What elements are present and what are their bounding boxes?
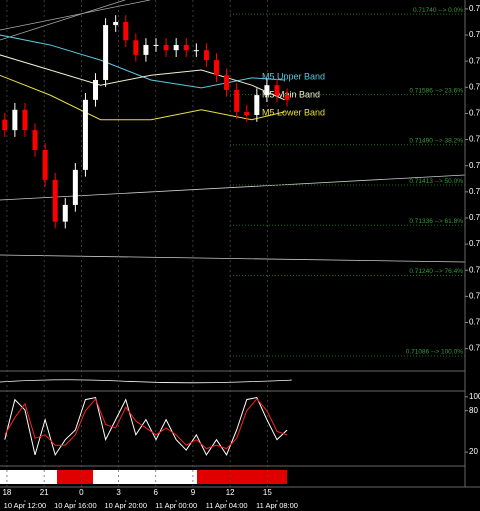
candle-body [213, 60, 219, 76]
candle-body [12, 109, 18, 131]
signal-block [0, 470, 57, 484]
x2-tick-label: 9 [191, 488, 196, 497]
signal-block [93, 470, 197, 484]
stochastic-line [4, 396, 288, 457]
candle-body [62, 204, 68, 222]
band-line [0, 34, 285, 89]
x-tick-label: 10 Apr 16:00 [54, 501, 97, 510]
y-tick-label: 0.71400 [469, 187, 480, 196]
fib-label: 0.71086 --> 100.0% [406, 349, 463, 356]
signal-block [197, 470, 287, 484]
y-tick-label: 80 [469, 406, 478, 415]
candle-body [254, 95, 260, 115]
candle-body [274, 85, 280, 96]
candle-body [203, 50, 209, 61]
candle-body [2, 119, 8, 131]
stochastic-line [4, 397, 288, 450]
x-tick-label: 11 Apr 04:00 [206, 501, 248, 510]
fib-label: 0.71740 --> 0.0% [413, 7, 463, 14]
x-tick-label: 10 Apr 12:00 [4, 501, 47, 510]
candle-body [143, 44, 149, 55]
y-tick-label: 0.71550 [469, 109, 480, 118]
x-tick-label: 10 Apr 20:00 [104, 501, 147, 510]
fib-label: 0.71586 --> 23.6% [409, 87, 463, 94]
x2-tick-label: 0 [79, 488, 84, 497]
candle-body [173, 44, 179, 51]
band-label: M5 Main Band [262, 89, 320, 99]
candle-body [163, 44, 169, 51]
candle-body [244, 111, 250, 115]
candle-body [42, 150, 48, 180]
candle-body [103, 25, 109, 80]
y-tick-label: 0.71250 [469, 265, 480, 274]
fib-label: 0.71336 --> 61.8% [409, 218, 463, 225]
candle-body [284, 95, 290, 100]
y-tick-label: 0.71600 [469, 82, 480, 91]
candle-body [224, 75, 230, 90]
indicator-line [0, 379, 292, 384]
x-tick-label: 11 Apr 08:00 [256, 501, 298, 510]
band-line [0, 54, 285, 101]
y-tick-label: 0.71750 [469, 4, 480, 13]
x2-tick-label: 21 [40, 488, 49, 497]
band-label: M5 Upper Band [262, 71, 325, 81]
y-tick-label: 0.71450 [469, 161, 480, 170]
trendline [0, 0, 151, 31]
signal-block [57, 470, 93, 484]
candle-body [193, 50, 199, 52]
y-tick-label: 20 [469, 447, 478, 456]
candle-body [22, 109, 28, 131]
fib-label: 0.71240 --> 76.4% [409, 268, 463, 275]
candle-body [133, 40, 139, 55]
band-label: M5 Lower Band [262, 107, 325, 117]
x-tick-label: 11 Apr 00:00 [155, 501, 197, 510]
y-tick-label: 0.71350 [469, 213, 480, 222]
candle-body [32, 130, 38, 151]
x2-tick-label: 12 [226, 488, 235, 497]
trendline [0, 0, 126, 41]
x2-tick-label: 3 [116, 488, 121, 497]
candle-body [264, 85, 270, 96]
x2-tick-label: 15 [263, 488, 272, 497]
y-tick-label: 100 [469, 392, 480, 401]
candle-body [113, 21, 119, 26]
candle-body [234, 89, 240, 112]
x2-tick-label: 18 [2, 488, 11, 497]
candle-body [72, 169, 78, 205]
fib-label: 0.71413 --> 50.0% [409, 178, 463, 185]
y-tick-label: 0.71300 [469, 239, 480, 248]
candle-body [183, 44, 189, 51]
x2-tick-label: 6 [154, 488, 159, 497]
trendline [0, 254, 466, 263]
y-tick-label: 0.71100 [469, 344, 480, 353]
y-tick-label: 0.71200 [469, 291, 480, 300]
candle-body [153, 44, 159, 46]
y-tick-label: 0.71650 [469, 56, 480, 65]
candle-body [82, 99, 88, 170]
candle-body [123, 21, 129, 41]
band-line [0, 74, 285, 121]
fib-label: 0.71490 --> 38.2% [409, 138, 463, 145]
candle-body [93, 79, 99, 100]
candle-body [52, 179, 58, 222]
y-tick-label: 0.71150 [469, 318, 480, 327]
y-tick-label: 0.71500 [469, 135, 480, 144]
y-tick-label: 0.71700 [469, 30, 480, 39]
